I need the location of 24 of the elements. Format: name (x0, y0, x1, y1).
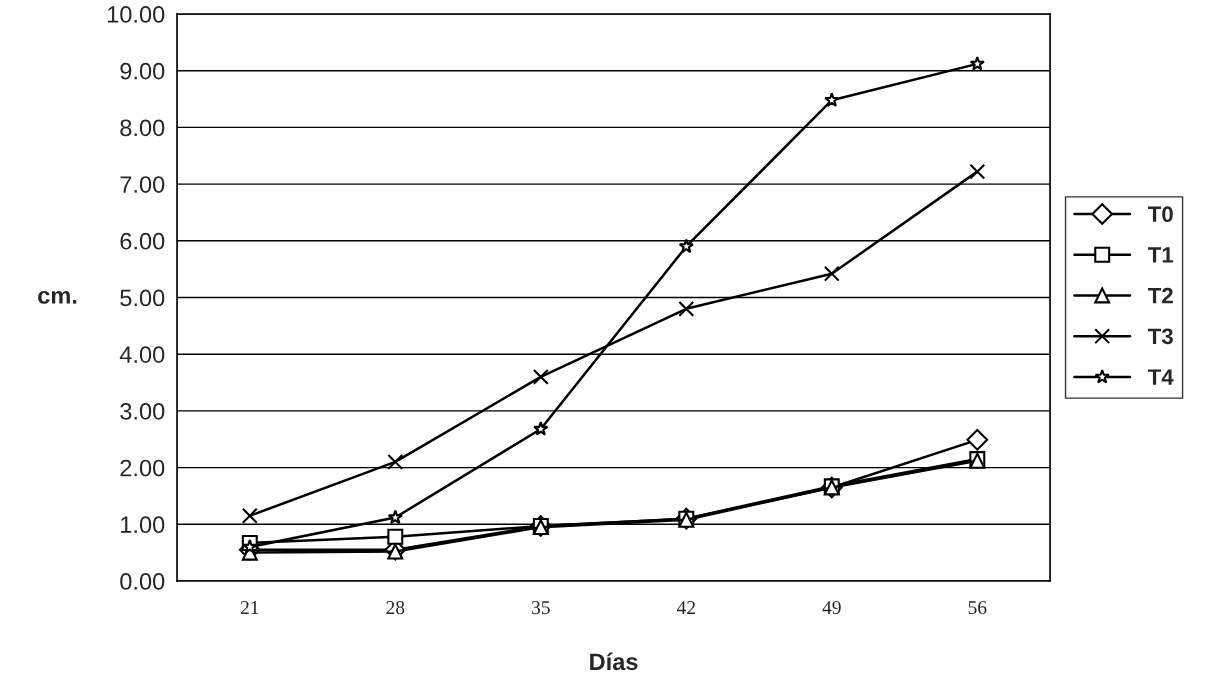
legend-label: T2 (1148, 287, 1173, 304)
y-tick-label: 10.00 (107, 6, 165, 23)
legend-label: T0 (1148, 206, 1173, 223)
x-tick-label: 49 (822, 601, 841, 615)
y-tick-label: 0.00 (120, 573, 165, 590)
y-tick-label: 5.00 (120, 289, 165, 307)
y-tick-label: 3.00 (120, 402, 165, 420)
legend-label: T3 (1148, 328, 1173, 345)
x-tick-label: 35 (532, 601, 550, 615)
x-tick-label: 21 (240, 601, 259, 614)
y-tick-label: 4.00 (119, 346, 165, 363)
x-axis-title: Días (590, 652, 638, 671)
y-axis-title: cm. (38, 290, 77, 304)
y-tick-label: 9.00 (120, 62, 165, 80)
y-tick-label: 1.00 (121, 516, 165, 534)
x-tick-label: 42 (676, 601, 695, 614)
legend-label: T4 (1148, 369, 1174, 385)
y-tick-label: 6.00 (120, 232, 165, 250)
y-tick-label: 7.00 (120, 176, 165, 193)
x-tick-label: 56 (968, 601, 987, 615)
x-tick-label: 28 (386, 601, 405, 615)
y-tick-label: 8.00 (120, 119, 165, 137)
y-tick-label: 2.00 (120, 459, 165, 477)
legend-label: T1 (1148, 247, 1174, 263)
